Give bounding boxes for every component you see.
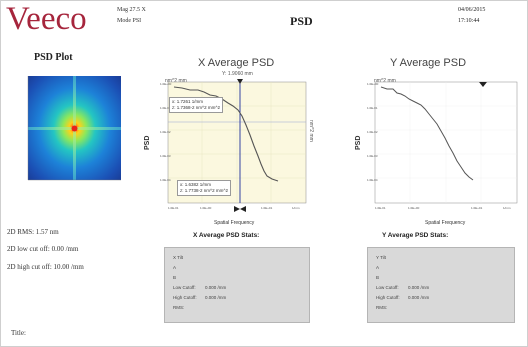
x-stat-label: A — [173, 265, 177, 270]
y-stat-value: 0.000 /mm — [408, 285, 430, 290]
x-psd-bottom-markers — [234, 206, 246, 212]
x-psd-stats-box: X Tilt A B Low Cutoff: 0.000 /mm High Cu… — [164, 247, 310, 323]
y-psd-stats-title: Y Average PSD Stats: — [382, 232, 449, 239]
page-title: PSD — [290, 14, 313, 28]
cursor-bottom-z: z: 1.7738-2 nm^2 mm^2 — [180, 188, 228, 193]
x-stat-label: High Cutoff: — [173, 295, 197, 300]
x-stat-value: 0.000 /mm — [205, 285, 227, 290]
y-psd-stats-box: Y Tilt A B Low Cutoff: 0.000 /mm High Cu… — [367, 247, 515, 323]
veeco-logo: Veeco — [6, 1, 87, 37]
y-stat-label: Y Tilt — [376, 255, 386, 260]
x-stat-label: RMS: — [173, 305, 185, 310]
y-psd-xlabel: Spatial Frequency — [425, 220, 466, 226]
y-psd-grid — [375, 82, 517, 203]
svg-text:1.0E-03: 1.0E-03 — [367, 154, 378, 158]
svg-text:1.0E-04: 1.0E-04 — [160, 178, 171, 182]
x-psd-curve — [173, 86, 279, 182]
cursor-top-z: z: 1.7368-2 nm^2 mm^2 — [172, 105, 220, 110]
x-psd-stats-title: X Average PSD Stats: — [193, 232, 260, 239]
time-label: 17:10:44 — [458, 18, 480, 24]
x-psd-title: X Average PSD — [198, 57, 275, 69]
psd-heatmap — [27, 76, 121, 181]
date-label: 04/06/2015 — [458, 7, 486, 13]
cursor-top-x: x: 1.7261 1/mm — [172, 99, 204, 104]
y-stat-value: 0.000 /mm — [408, 295, 430, 300]
x-psd-ylabel: PSD — [144, 135, 151, 150]
y-stat-label: Low Cutoff: — [376, 285, 399, 290]
svg-text:1.0E-01: 1.0E-01 — [168, 206, 179, 210]
x-psd-yunit: nm^2 mm — [165, 78, 187, 84]
y-psd-curve — [380, 86, 474, 181]
svg-text:1.0E+00: 1.0E+00 — [160, 82, 172, 86]
svg-text:1.0E-01: 1.0E-01 — [367, 106, 378, 110]
svg-text:1.0E+01: 1.0E+01 — [261, 206, 273, 210]
x-psd-top-marker — [237, 79, 243, 84]
title-label: Title: — [11, 329, 26, 337]
high-cutoff-2d-label: 2D high cut off: 10.00 /mm — [7, 263, 84, 271]
low-cutoff-2d-label: 2D low cut off: 0.00 /mm — [7, 245, 79, 253]
y-psd-ylabel: PSD — [355, 135, 362, 150]
y-psd-top-marker — [479, 82, 487, 87]
svg-text:1/mm: 1/mm — [292, 206, 300, 210]
x-psd-xlabel: Spatial Frequency — [214, 220, 255, 226]
y-stat-label: A — [376, 265, 380, 270]
x-stat-value: 0.000 /mm — [205, 295, 227, 300]
x-stat-label: B — [173, 275, 177, 280]
svg-text:1.0E-02: 1.0E-02 — [160, 130, 171, 134]
mode-label: Mode PSI — [117, 18, 142, 24]
y-stat-label: High Cutoff: — [376, 295, 400, 300]
svg-text:1.0E+00: 1.0E+00 — [408, 206, 420, 210]
x-psd-chart: 1.0E+00 1.0E-01 1.0E-02 1.0E-03 1.0E-04 1.0… — [160, 79, 307, 212]
x-psd-cursor-bottom-readout: x: 1.6382 1/mm z: 1.7738-2 nm^2 mm^2 — [177, 180, 231, 196]
svg-text:1.0E-02: 1.0E-02 — [367, 130, 378, 134]
svg-text:1.0E-04: 1.0E-04 — [367, 178, 378, 182]
y-psd-chart: 1.0E+00 1.0E-01 1.0E-02 1.0E-03 1.0E-04 1.0… — [367, 81, 518, 210]
svg-text:1.0E-03: 1.0E-03 — [160, 154, 171, 158]
y-psd-yunit: nm^2 mm — [374, 78, 396, 84]
rms-2d-label: 2D RMS: 1.57 nm — [7, 228, 59, 236]
svg-text:1.0E-01: 1.0E-01 — [375, 206, 386, 210]
svg-text:1.0E-01: 1.0E-01 — [160, 106, 171, 110]
x-stat-label: X Tilt — [173, 255, 184, 260]
svg-text:1.0E+00: 1.0E+00 — [367, 82, 379, 86]
svg-text:1/mm: 1/mm — [503, 206, 511, 210]
magnification-label: Mag 27.5 X — [117, 7, 146, 13]
x-psd-tick-labels: 1.0E+00 1.0E-01 1.0E-02 1.0E-03 1.0E-04 1.0… — [160, 82, 300, 210]
cursor-bottom-x: x: 1.6382 1/mm — [180, 182, 212, 187]
svg-text:1.0E+00: 1.0E+00 — [200, 206, 212, 210]
y-psd-tick-labels: 1.0E+00 1.0E-01 1.0E-02 1.0E-03 1.0E-04 1.0… — [367, 82, 511, 210]
y-psd-title: Y Average PSD — [390, 57, 467, 69]
y-stat-label: B — [376, 275, 380, 280]
x-psd-subtitle: Y: 1.9060 mm — [222, 71, 253, 77]
svg-text:1.0E+01: 1.0E+01 — [471, 206, 483, 210]
psd-plot-title: PSD Plot — [34, 52, 73, 63]
x-psd-cursor-top-readout: x: 1.7261 1/mm z: 1.7368-2 nm^2 mm^2 — [169, 97, 223, 113]
x-stat-label: Low Cutoff: — [173, 285, 196, 290]
y-stat-label: RMS: — [376, 305, 388, 310]
